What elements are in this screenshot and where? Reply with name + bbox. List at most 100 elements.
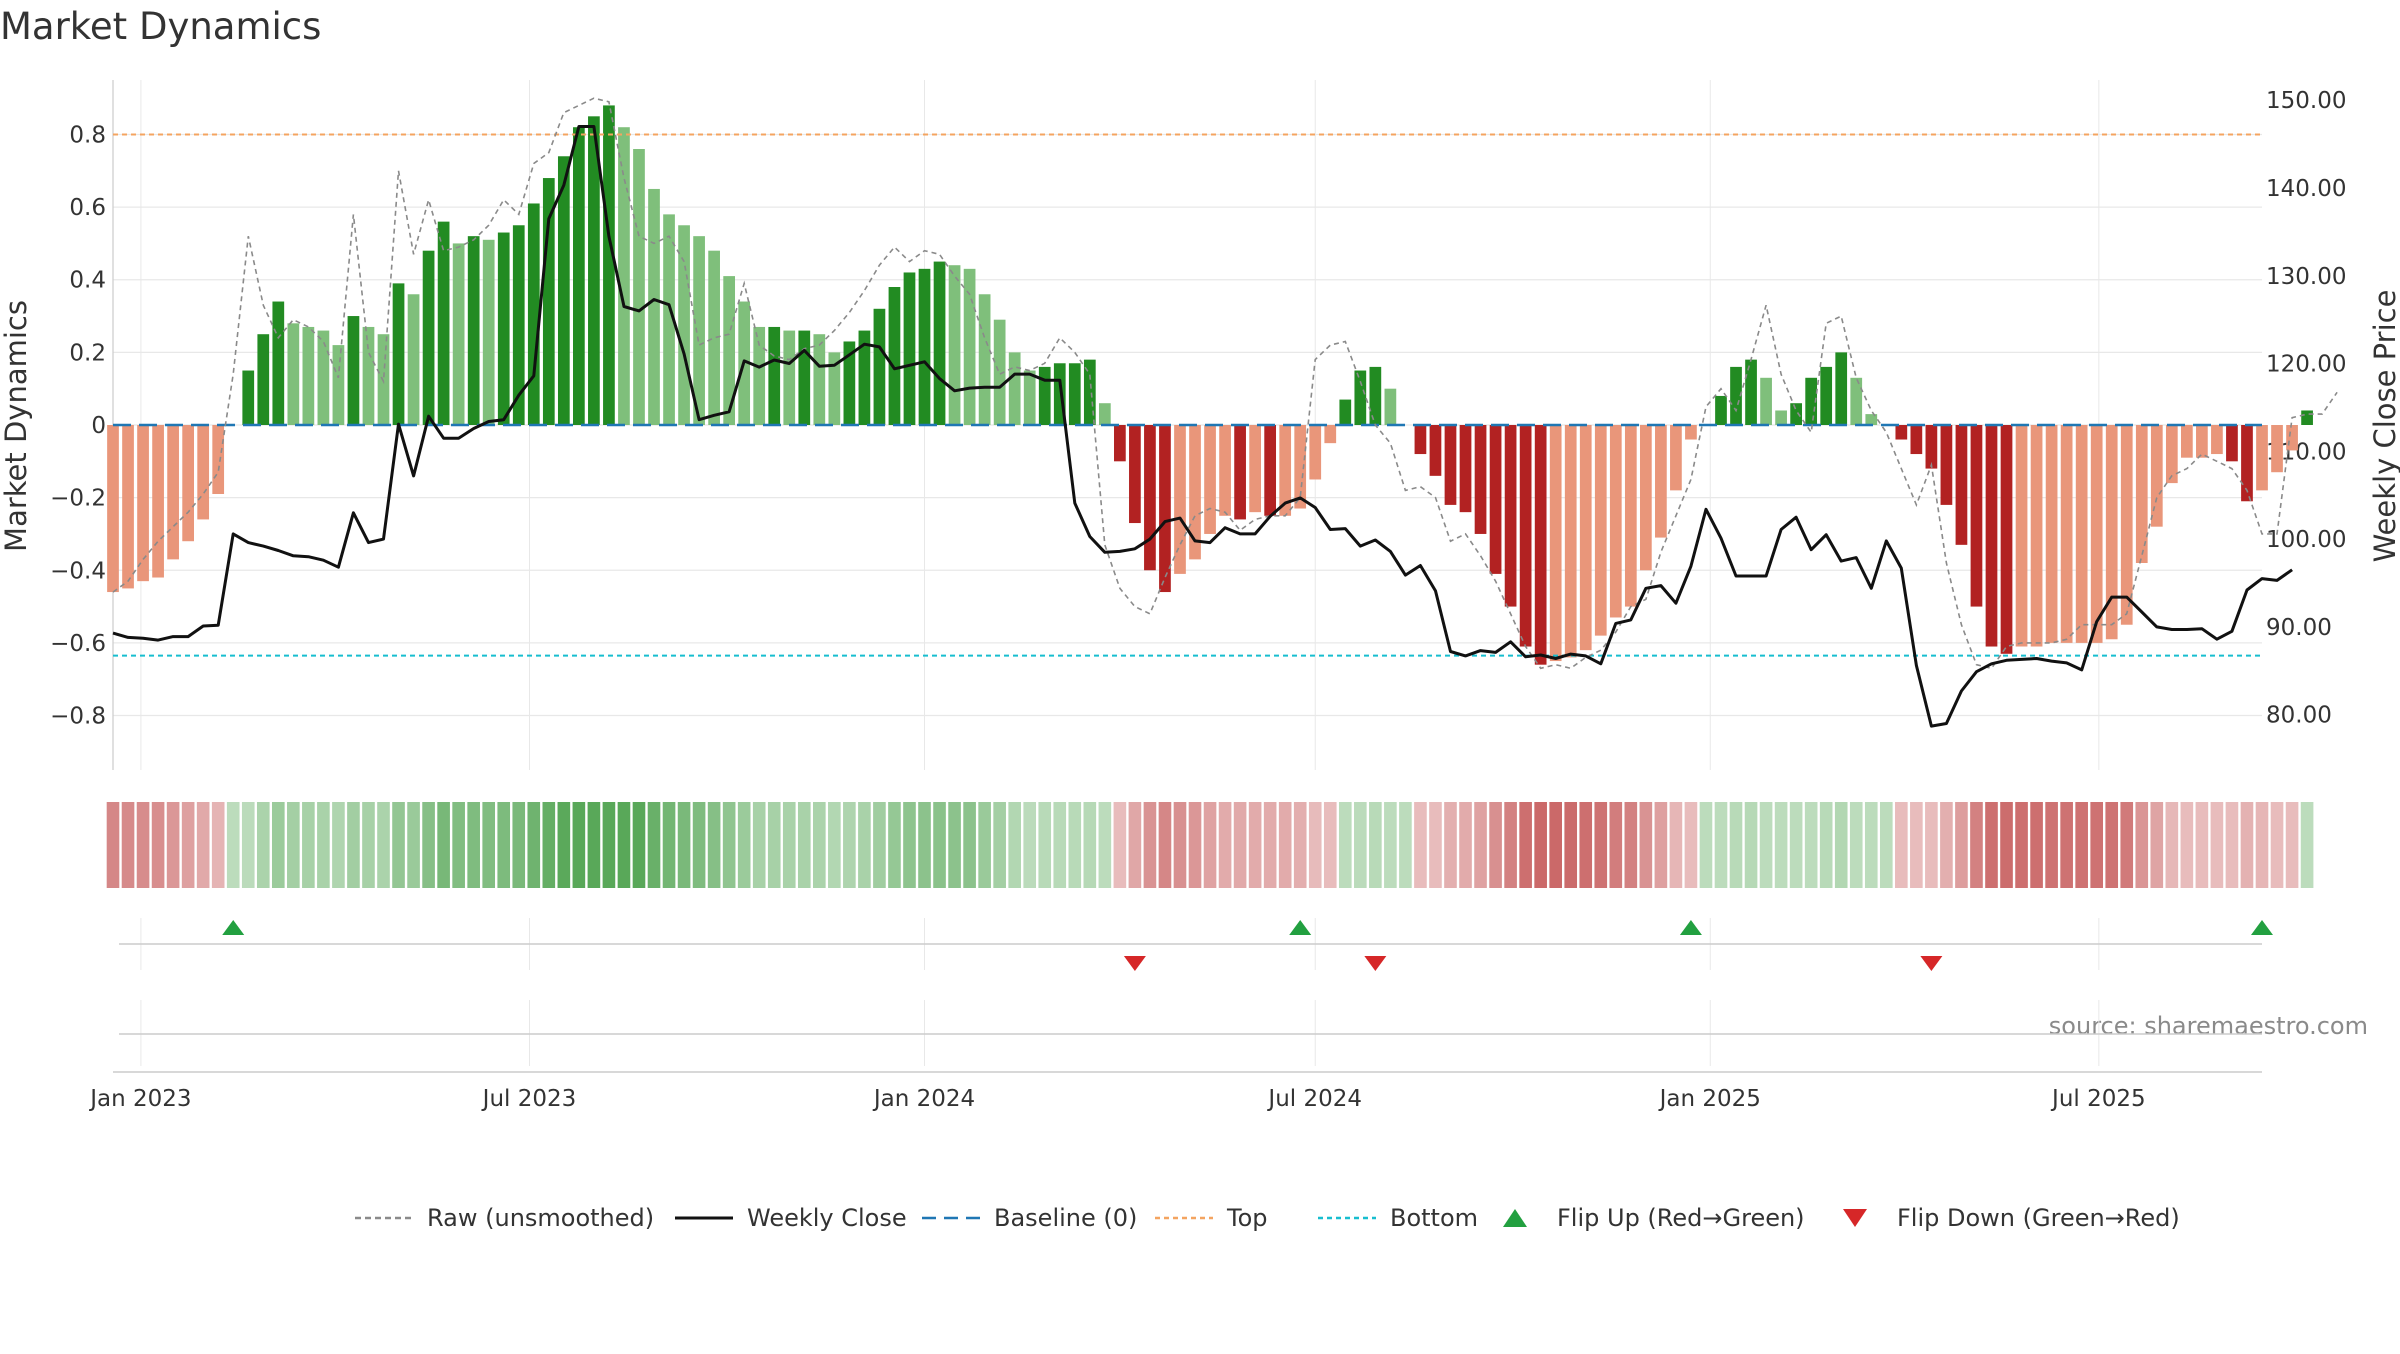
regime-cell	[332, 802, 345, 888]
y2-tick-label: 100.00	[2266, 527, 2346, 553]
regime-cell	[858, 802, 871, 888]
regime-cell	[2120, 802, 2134, 888]
dynamics-bar	[2241, 425, 2253, 502]
regime-cell	[347, 802, 360, 888]
regime-cell	[2150, 802, 2164, 888]
dynamics-bar	[437, 221, 450, 425]
regime-cell	[1970, 802, 1983, 888]
regime-cell	[1203, 802, 1217, 888]
regime-cell	[873, 802, 886, 888]
legend-marker	[1843, 1209, 1867, 1227]
regime-cell	[437, 802, 450, 888]
regime-cell	[1519, 802, 1532, 888]
dynamics-bar	[933, 261, 946, 425]
dynamics-bar	[1008, 352, 1021, 425]
dynamics-bar	[918, 268, 931, 425]
regime-cell	[317, 802, 330, 888]
dynamics-bar	[723, 276, 736, 425]
regime-cell	[572, 802, 586, 888]
regime-cell	[527, 802, 541, 888]
legend-label: Flip Up (Red→Green)	[1557, 1204, 1805, 1232]
dynamics-bar	[1429, 425, 1442, 476]
regime-cell	[1684, 802, 1698, 888]
x-tick-label: Jul 2024	[1266, 1086, 1362, 1112]
regime-cell	[1534, 802, 1547, 888]
regime-cell	[2180, 802, 2194, 888]
regime-cell	[1955, 802, 1968, 888]
dynamics-bar	[1730, 366, 1742, 425]
regime-strip	[106, 802, 2314, 888]
dynamics-bar	[1895, 425, 1908, 440]
legend-item: Weekly Close	[675, 1204, 907, 1232]
regime-cell	[1759, 802, 1773, 888]
regime-cell	[1008, 802, 1021, 888]
dynamics-bar	[122, 425, 134, 589]
regime-cell	[1489, 802, 1502, 888]
regime-cell	[2285, 802, 2299, 888]
regime-cell	[1834, 802, 1848, 888]
regime-cell	[2060, 802, 2073, 888]
dynamics-bar	[2000, 425, 2013, 654]
dynamics-bar	[272, 301, 285, 425]
dynamics-bar	[573, 127, 585, 426]
dynamics-bar	[1459, 425, 1472, 513]
regime-cell	[377, 802, 390, 888]
regime-cell	[1609, 802, 1623, 888]
regime-cell	[196, 802, 210, 888]
dynamics-bar	[873, 308, 886, 425]
dynamics-bar	[182, 425, 195, 542]
regime-cell	[1564, 802, 1578, 888]
regime-cell	[707, 802, 721, 888]
regime-cell	[271, 802, 285, 888]
dynamics-bar	[678, 225, 690, 425]
regime-cell	[1233, 802, 1247, 888]
dynamics-bar	[167, 425, 179, 560]
legend-item: Baseline (0)	[922, 1204, 1137, 1232]
regime-cell	[1669, 802, 1683, 888]
regime-cell	[482, 802, 496, 888]
dynamics-bar	[1174, 425, 1186, 574]
flip-down-marker	[1364, 956, 1387, 971]
dynamics-bar	[948, 265, 961, 425]
dynamics-bar	[1339, 399, 1352, 425]
dynamics-bar	[903, 272, 916, 425]
regime-cell	[1895, 802, 1908, 888]
regime-cell	[2135, 802, 2149, 888]
legend-label: Flip Down (Green→Red)	[1897, 1204, 2180, 1232]
dynamics-bar	[1038, 366, 1051, 425]
dynamics-bar	[1715, 395, 1727, 425]
dynamics-bar	[1820, 366, 1833, 425]
dynamics-bar	[2120, 425, 2133, 625]
dynamics-bar	[242, 370, 255, 425]
dynamics-bar	[1083, 359, 1096, 425]
dynamics-bar	[452, 243, 465, 425]
legend-label: Top	[1226, 1204, 1268, 1232]
dynamics-bar	[1970, 425, 1983, 607]
dynamics-bar	[482, 239, 495, 425]
dynamics-bar	[527, 203, 540, 425]
dynamics-bar	[2301, 410, 2313, 425]
dynamics-bar	[798, 330, 811, 425]
dynamics-bar	[1369, 366, 1382, 425]
regime-cell	[166, 802, 180, 888]
regime-cell	[843, 802, 856, 888]
dynamics-bar	[2256, 425, 2268, 491]
regime-cell	[1158, 802, 1172, 888]
regime-cell	[1744, 802, 1758, 888]
legend-item: Top	[1155, 1204, 1268, 1232]
dynamics-bar	[332, 345, 345, 425]
dynamics-bar	[768, 326, 781, 425]
regime-cell	[2015, 802, 2028, 888]
regime-cell	[106, 802, 120, 888]
regime-cell	[1098, 802, 1112, 888]
dynamics-bar	[693, 236, 705, 425]
regime-cell	[467, 802, 480, 888]
dynamics-bar	[1384, 388, 1397, 425]
regime-cell	[2210, 802, 2224, 888]
regime-cell	[828, 802, 841, 888]
dynamics-bar	[2180, 425, 2193, 458]
y2-tick-label: 80.00	[2266, 703, 2332, 729]
regime-cell	[1083, 802, 1097, 888]
regime-cell	[1369, 802, 1382, 888]
